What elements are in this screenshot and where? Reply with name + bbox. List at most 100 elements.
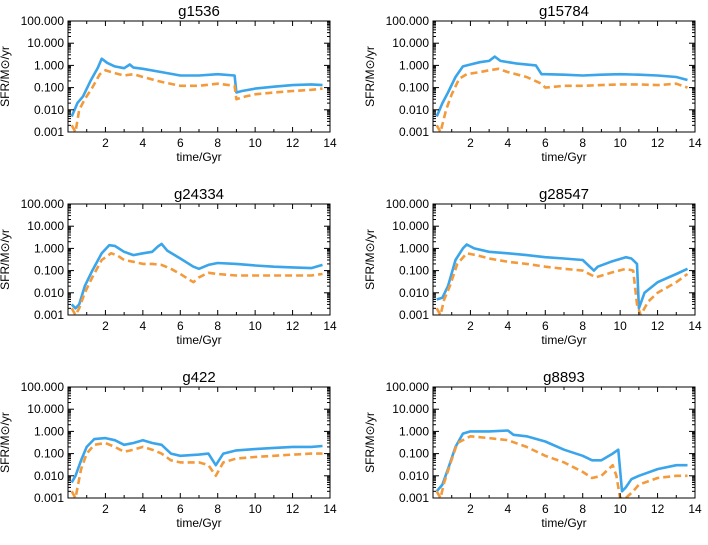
x-tick-label: 10 bbox=[613, 319, 627, 333]
y-tick-label: 1.000 bbox=[399, 424, 429, 438]
chart-panel-g28547: g28547 2 4 6 8 10 12 14 0.001 0.010 0.100 1.000 10.0… bbox=[363, 186, 702, 347]
y-tick-label: 0.010 bbox=[34, 103, 64, 117]
x-tick-label: 6 bbox=[542, 136, 549, 150]
x-tick-label: 8 bbox=[214, 502, 221, 516]
x-tick-label: 14 bbox=[323, 136, 337, 150]
series-line-solid bbox=[70, 436, 323, 484]
y-tick-label: 0.010 bbox=[399, 286, 429, 300]
y-tick-label: 0.001 bbox=[399, 308, 429, 322]
y-axis-label: SFR/M⊙/yr bbox=[0, 412, 12, 473]
panel-title: g1536 bbox=[178, 3, 220, 20]
panel-title: g422 bbox=[182, 369, 215, 386]
series-line-dashed bbox=[435, 252, 689, 315]
y-tick-label: 100.000 bbox=[21, 380, 65, 394]
x-tick-label: 10 bbox=[248, 136, 262, 150]
x-tick-label: 12 bbox=[651, 136, 665, 150]
x-tick-label: 2 bbox=[467, 136, 474, 150]
x-tick-label: 14 bbox=[323, 502, 337, 516]
plot-frame bbox=[67, 203, 331, 316]
x-axis-label: time/Gyr bbox=[176, 150, 221, 164]
x-tick-label: 12 bbox=[651, 319, 665, 333]
plot-frame bbox=[432, 386, 696, 499]
x-tick-label: 2 bbox=[102, 502, 109, 516]
x-tick-label: 8 bbox=[214, 319, 221, 333]
series-line-solid bbox=[70, 242, 323, 310]
chart-panel-g422: g422 2 4 6 8 10 12 14 0.001 0.010 0.100 1.000 10.000… bbox=[0, 369, 337, 530]
x-tick-label: 6 bbox=[177, 136, 184, 150]
panel-title: g15784 bbox=[539, 3, 589, 20]
chart-panel-g8893: g8893 2 4 6 8 10 12 14 0.001 0.010 0.100 1.000 10.00… bbox=[363, 369, 702, 530]
x-axis-label: time/Gyr bbox=[541, 333, 586, 347]
x-tick-label: 10 bbox=[248, 319, 262, 333]
x-tick-label: 6 bbox=[542, 502, 549, 516]
y-tick-label: 0.010 bbox=[34, 469, 64, 483]
x-tick-label: 4 bbox=[505, 136, 512, 150]
x-tick-label: 4 bbox=[505, 319, 512, 333]
y-axis-label: SFR/M⊙/yr bbox=[0, 46, 12, 107]
y-tick-label: 0.010 bbox=[399, 469, 429, 483]
x-axis-label: time/Gyr bbox=[541, 516, 586, 530]
y-tick-label: 0.100 bbox=[399, 81, 429, 95]
y-tick-label: 1.000 bbox=[399, 58, 429, 72]
series-line-dashed bbox=[70, 252, 323, 315]
panel-title: g24334 bbox=[174, 186, 224, 203]
chart-panel-g1536: g1536 2 4 6 8 10 12 14 0.001 0.010 0.100 1.000 10.00… bbox=[0, 3, 337, 164]
x-tick-label: 6 bbox=[177, 502, 184, 516]
x-tick-label: 8 bbox=[214, 136, 221, 150]
x-tick-label: 2 bbox=[102, 319, 109, 333]
chart-panel-g15784: g15784 2 4 6 8 10 12 14 0.001 0.010 0.100 1.000 10.0… bbox=[363, 3, 702, 164]
y-tick-label: 0.100 bbox=[399, 264, 429, 278]
y-tick-label: 0.010 bbox=[399, 103, 429, 117]
x-tick-label: 12 bbox=[651, 502, 665, 516]
x-tick-label: 2 bbox=[467, 502, 474, 516]
x-axis-label: time/Gyr bbox=[176, 516, 221, 530]
x-tick-label: 8 bbox=[579, 502, 586, 516]
x-tick-label: 14 bbox=[688, 136, 702, 150]
x-tick-label: 6 bbox=[177, 319, 184, 333]
series-line-solid bbox=[436, 243, 689, 310]
y-tick-label: 0.100 bbox=[399, 447, 429, 461]
x-tick-label: 14 bbox=[688, 319, 702, 333]
y-tick-label: 10.000 bbox=[27, 402, 64, 416]
x-tick-label: 6 bbox=[542, 319, 549, 333]
x-tick-label: 10 bbox=[248, 502, 262, 516]
x-tick-label: 4 bbox=[140, 502, 147, 516]
y-tick-label: 1.000 bbox=[399, 241, 429, 255]
y-tick-label: 100.000 bbox=[386, 14, 430, 28]
y-tick-label: 100.000 bbox=[21, 14, 65, 28]
series-line-solid bbox=[435, 55, 688, 118]
y-tick-label: 0.001 bbox=[34, 491, 64, 505]
y-tick-label: 10.000 bbox=[392, 219, 429, 233]
y-tick-label: 10.000 bbox=[27, 219, 64, 233]
x-tick-label: 10 bbox=[613, 136, 627, 150]
x-tick-label: 12 bbox=[286, 502, 300, 516]
y-axis-label: SFR/M⊙/yr bbox=[363, 229, 377, 290]
y-axis-label: SFR/M⊙/yr bbox=[363, 412, 377, 473]
series-line-dashed bbox=[70, 69, 323, 132]
x-tick-label: 14 bbox=[323, 319, 337, 333]
y-tick-label: 0.100 bbox=[34, 264, 64, 278]
x-tick-label: 10 bbox=[613, 502, 627, 516]
x-tick-label: 12 bbox=[286, 136, 300, 150]
y-axis-label: SFR/M⊙/yr bbox=[0, 229, 12, 290]
panel-title: g8893 bbox=[543, 369, 585, 386]
x-tick-label: 14 bbox=[688, 502, 702, 516]
x-tick-label: 2 bbox=[102, 136, 109, 150]
y-tick-label: 0.001 bbox=[34, 125, 64, 139]
y-tick-label: 100.000 bbox=[386, 197, 430, 211]
x-tick-label: 4 bbox=[140, 136, 147, 150]
x-axis-label: time/Gyr bbox=[176, 333, 221, 347]
y-tick-label: 0.001 bbox=[399, 491, 429, 505]
y-tick-label: 0.100 bbox=[34, 81, 64, 95]
series-line-dashed bbox=[70, 441, 323, 498]
y-tick-label: 1.000 bbox=[34, 58, 64, 72]
y-tick-label: 10.000 bbox=[27, 36, 64, 50]
y-tick-label: 0.001 bbox=[34, 308, 64, 322]
x-tick-label: 8 bbox=[579, 136, 586, 150]
chart-panel-g24334: g24334 2 4 6 8 10 12 14 0.001 0.010 0.100 1.000 10.0… bbox=[0, 186, 337, 347]
y-tick-label: 0.010 bbox=[34, 286, 64, 300]
y-tick-label: 1.000 bbox=[34, 424, 64, 438]
series-line-dashed bbox=[435, 67, 688, 132]
series-line-solid bbox=[70, 57, 323, 118]
x-tick-label: 4 bbox=[140, 319, 147, 333]
